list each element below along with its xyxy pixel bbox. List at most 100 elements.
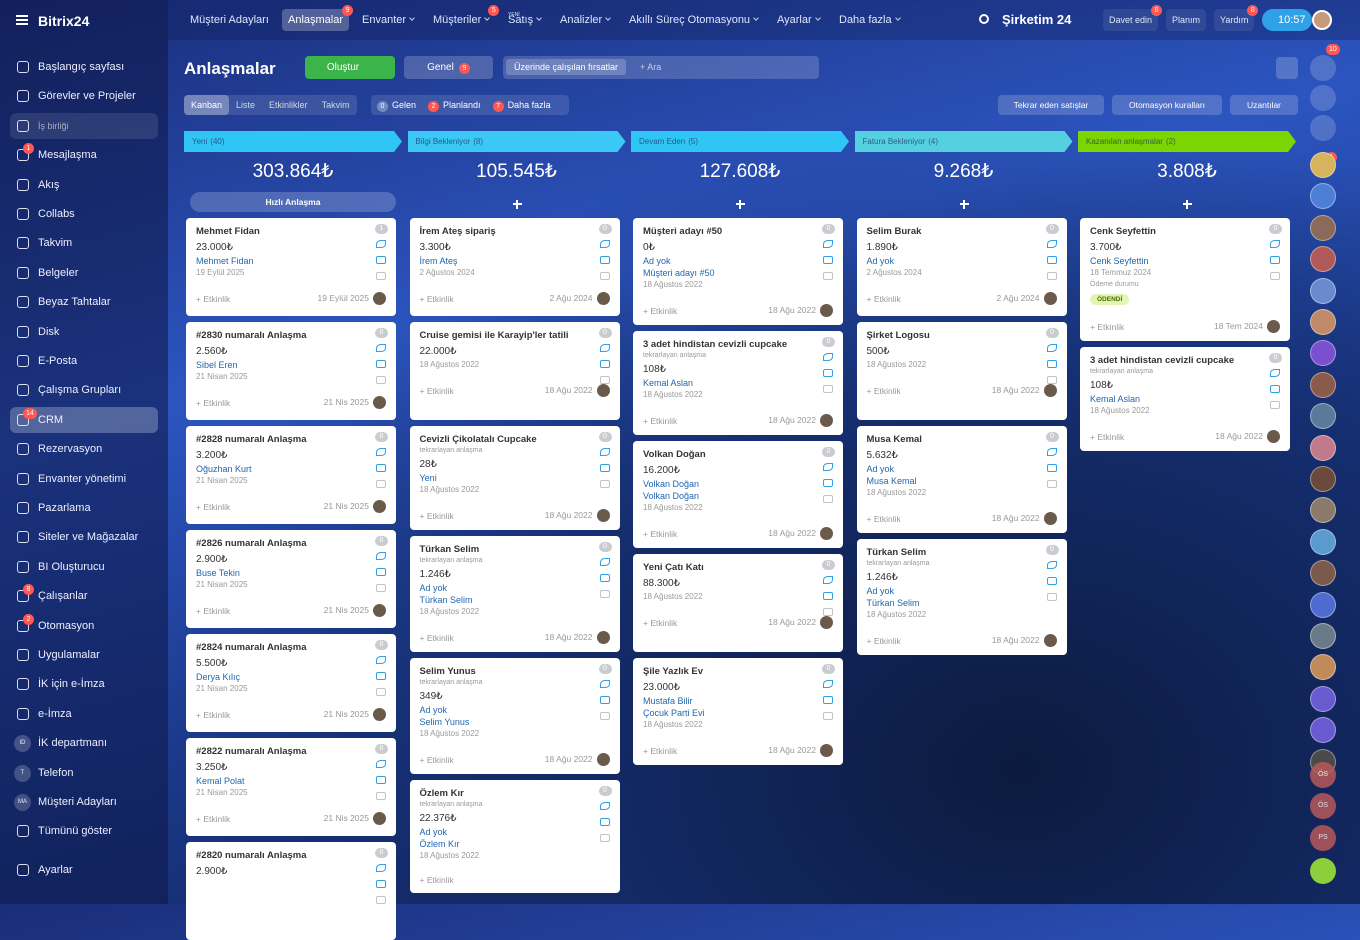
add-activity[interactable]: + Etkinlik (196, 293, 231, 304)
action-icon[interactable] (823, 240, 833, 248)
sidebar-item[interactable]: İK için e-İmza (10, 671, 158, 697)
card-link[interactable]: İrem Ateş (419, 256, 458, 266)
card-link[interactable]: Özlem Kır (419, 839, 460, 849)
card-link[interactable]: Kemal Polat (196, 776, 245, 786)
add-activity[interactable]: + Etkinlik (419, 632, 454, 643)
action-icon[interactable] (823, 592, 833, 600)
action-icon[interactable] (823, 495, 833, 503)
deal-card[interactable]: 0 Selim Yunus tekrarlayan anlaşma 349₺ Ad yo… (409, 658, 620, 774)
sidebar-item[interactable]: Belgeler (10, 260, 158, 286)
card-link[interactable]: Volkan Doğan (643, 491, 700, 501)
card-link[interactable]: Çocuk Parti Evi (643, 708, 705, 718)
action-icon[interactable] (599, 574, 610, 582)
card-link[interactable]: Mehmet Fidan (196, 256, 254, 266)
card-link[interactable]: Ad yok (419, 583, 448, 593)
view-tab[interactable]: Etkinlikler (269, 100, 308, 110)
sidebar-item[interactable]: 1 Mesajlaşma (10, 142, 158, 168)
action-icon[interactable] (376, 864, 386, 872)
add-activity[interactable]: + Etkinlik (643, 305, 678, 316)
action-icon[interactable] (376, 672, 386, 680)
deal-card[interactable]: 0 #2830 numaralı Anlaşma 2.560₺ Sibel Eren 2… (186, 322, 396, 420)
deal-card[interactable]: 0 Müşteri adayı #50 0₺ Ad yok Müşteri adayı … (633, 218, 843, 325)
sidebar-item[interactable]: Görevler ve Projeler (10, 83, 158, 109)
sidebar-item[interactable]: 2 Otomasyon (10, 613, 158, 639)
nav-item[interactable]: Akıllı Süreç Otomasyonu (623, 9, 764, 31)
add-button[interactable] (855, 192, 1073, 216)
action-icon[interactable] (823, 385, 833, 393)
nav-item[interactable]: Analizler (554, 9, 616, 31)
add-activity[interactable]: + Etkinlik (196, 397, 231, 408)
sidebar-item[interactable]: BI Oluşturucu (10, 554, 158, 580)
deal-card[interactable]: 0 Cenk Seyfettin 3.700₺ Cenk Seyfettin 18 Te… (1080, 218, 1290, 341)
deal-card[interactable]: 0 Cevizli Çikolatalı Cupcake tekrarlayan a… (409, 426, 620, 530)
rail-avatar[interactable] (1310, 371, 1336, 398)
action-icon[interactable] (823, 696, 833, 704)
quick-deal-button[interactable]: Hızlı Anlaşma (190, 192, 396, 212)
rail-avatar[interactable] (1310, 434, 1336, 461)
add-activity[interactable]: + Etkinlik (196, 501, 231, 512)
action-icon[interactable] (1270, 256, 1280, 264)
action-icon[interactable] (1046, 561, 1057, 569)
action-icon[interactable] (376, 448, 386, 456)
add-activity[interactable]: + Etkinlik (643, 745, 678, 756)
rail-initials[interactable]: ÖS (1310, 793, 1336, 820)
deal-card[interactable]: 0 Özlem Kır tekrarlayan anlaşma 22.376₺ Ad y… (409, 780, 620, 893)
add-button[interactable] (1078, 192, 1296, 216)
sidebar-item[interactable]: T Telefon (10, 760, 158, 786)
create-button[interactable]: Oluştur (305, 56, 395, 79)
action-icon[interactable] (376, 272, 386, 280)
action-icon[interactable] (599, 834, 610, 842)
deal-card[interactable]: 0 #2824 numaralı Anlaşma 5.500₺ Derya Kılıç… (186, 634, 396, 732)
action-icon[interactable] (823, 608, 833, 616)
nav-item[interactable]: Daha fazla (833, 9, 906, 31)
deal-card[interactable]: 0 3 adet hindistan cevizli cupcake tekrarl… (633, 331, 843, 435)
action-icon[interactable] (823, 272, 833, 280)
card-link[interactable]: Ad yok (866, 256, 895, 266)
sidebar-section[interactable]: İş birliği (10, 112, 158, 139)
action-icon[interactable] (823, 680, 833, 688)
menu-icon[interactable] (16, 15, 28, 25)
action-icon[interactable] (376, 760, 386, 768)
card-link[interactable]: Cenk Seyfettin (1090, 256, 1149, 266)
action-icon[interactable] (376, 480, 386, 488)
toolbar-button[interactable]: Uzantılar (1230, 95, 1298, 115)
action-icon[interactable] (599, 360, 610, 368)
sidebar-item[interactable]: Collabs (10, 201, 158, 227)
card-link[interactable]: Sibel Eren (196, 360, 238, 370)
action-icon[interactable] (376, 656, 386, 664)
sidebar-item[interactable]: 8 Çalışanlar (10, 583, 158, 609)
sidebar-item[interactable]: Uygulamalar (10, 642, 158, 668)
card-link[interactable]: Buse Tekin (196, 568, 240, 578)
rail-icon[interactable] (1310, 85, 1336, 111)
add-activity[interactable]: + Etkinlik (419, 293, 454, 304)
action-icon[interactable] (599, 464, 610, 472)
nav-item[interactable]: Anlaşmalar 9 (282, 5, 354, 31)
rail-avatar[interactable] (1310, 309, 1336, 335)
action-icon[interactable] (1046, 344, 1057, 352)
action-icon[interactable] (599, 272, 610, 280)
nav-item[interactable]: Ayarlar (771, 9, 826, 31)
sidebar-item[interactable]: MA Müşteri Adayları (10, 789, 158, 815)
view-tab[interactable]: Takvim (321, 100, 350, 110)
add-activity[interactable]: + Etkinlik (419, 875, 454, 885)
deal-card[interactable]: 0 Musa Kemal 5.632₺ Ad yok Musa Kemal 18 Ağus… (856, 426, 1067, 533)
card-link[interactable]: Derya Kılıç (196, 672, 241, 682)
company-name[interactable]: Şirketim 24 (1002, 12, 1072, 27)
rail-avatar[interactable] (1310, 246, 1336, 273)
rail-avatar[interactable] (1310, 717, 1336, 744)
sidebar-item[interactable]: E-Posta (10, 348, 158, 374)
counter[interactable]: 7 Daha fazla (492, 95, 551, 115)
rail-avatar[interactable] (1310, 685, 1336, 712)
deal-card[interactable]: 0 Volkan Doğan 16.200₺ Volkan Doğan Volkan D… (633, 441, 843, 548)
action-icon[interactable] (1046, 577, 1057, 585)
action-icon[interactable] (376, 880, 386, 888)
add-activity[interactable]: + Etkinlik (419, 510, 454, 521)
sidebar-item[interactable]: 14 CRM (10, 406, 158, 433)
card-link[interactable]: Volkan Doğan (643, 479, 700, 489)
add-activity[interactable]: + Etkinlik (866, 385, 901, 396)
nav-item[interactable]: Müşteriler 5 (427, 5, 500, 31)
action-icon[interactable] (823, 712, 833, 720)
add-activity[interactable]: + Etkinlik (643, 415, 678, 426)
rail-initials[interactable]: ÖS (1310, 762, 1336, 788)
add-activity[interactable]: + Etkinlik (1090, 321, 1125, 332)
